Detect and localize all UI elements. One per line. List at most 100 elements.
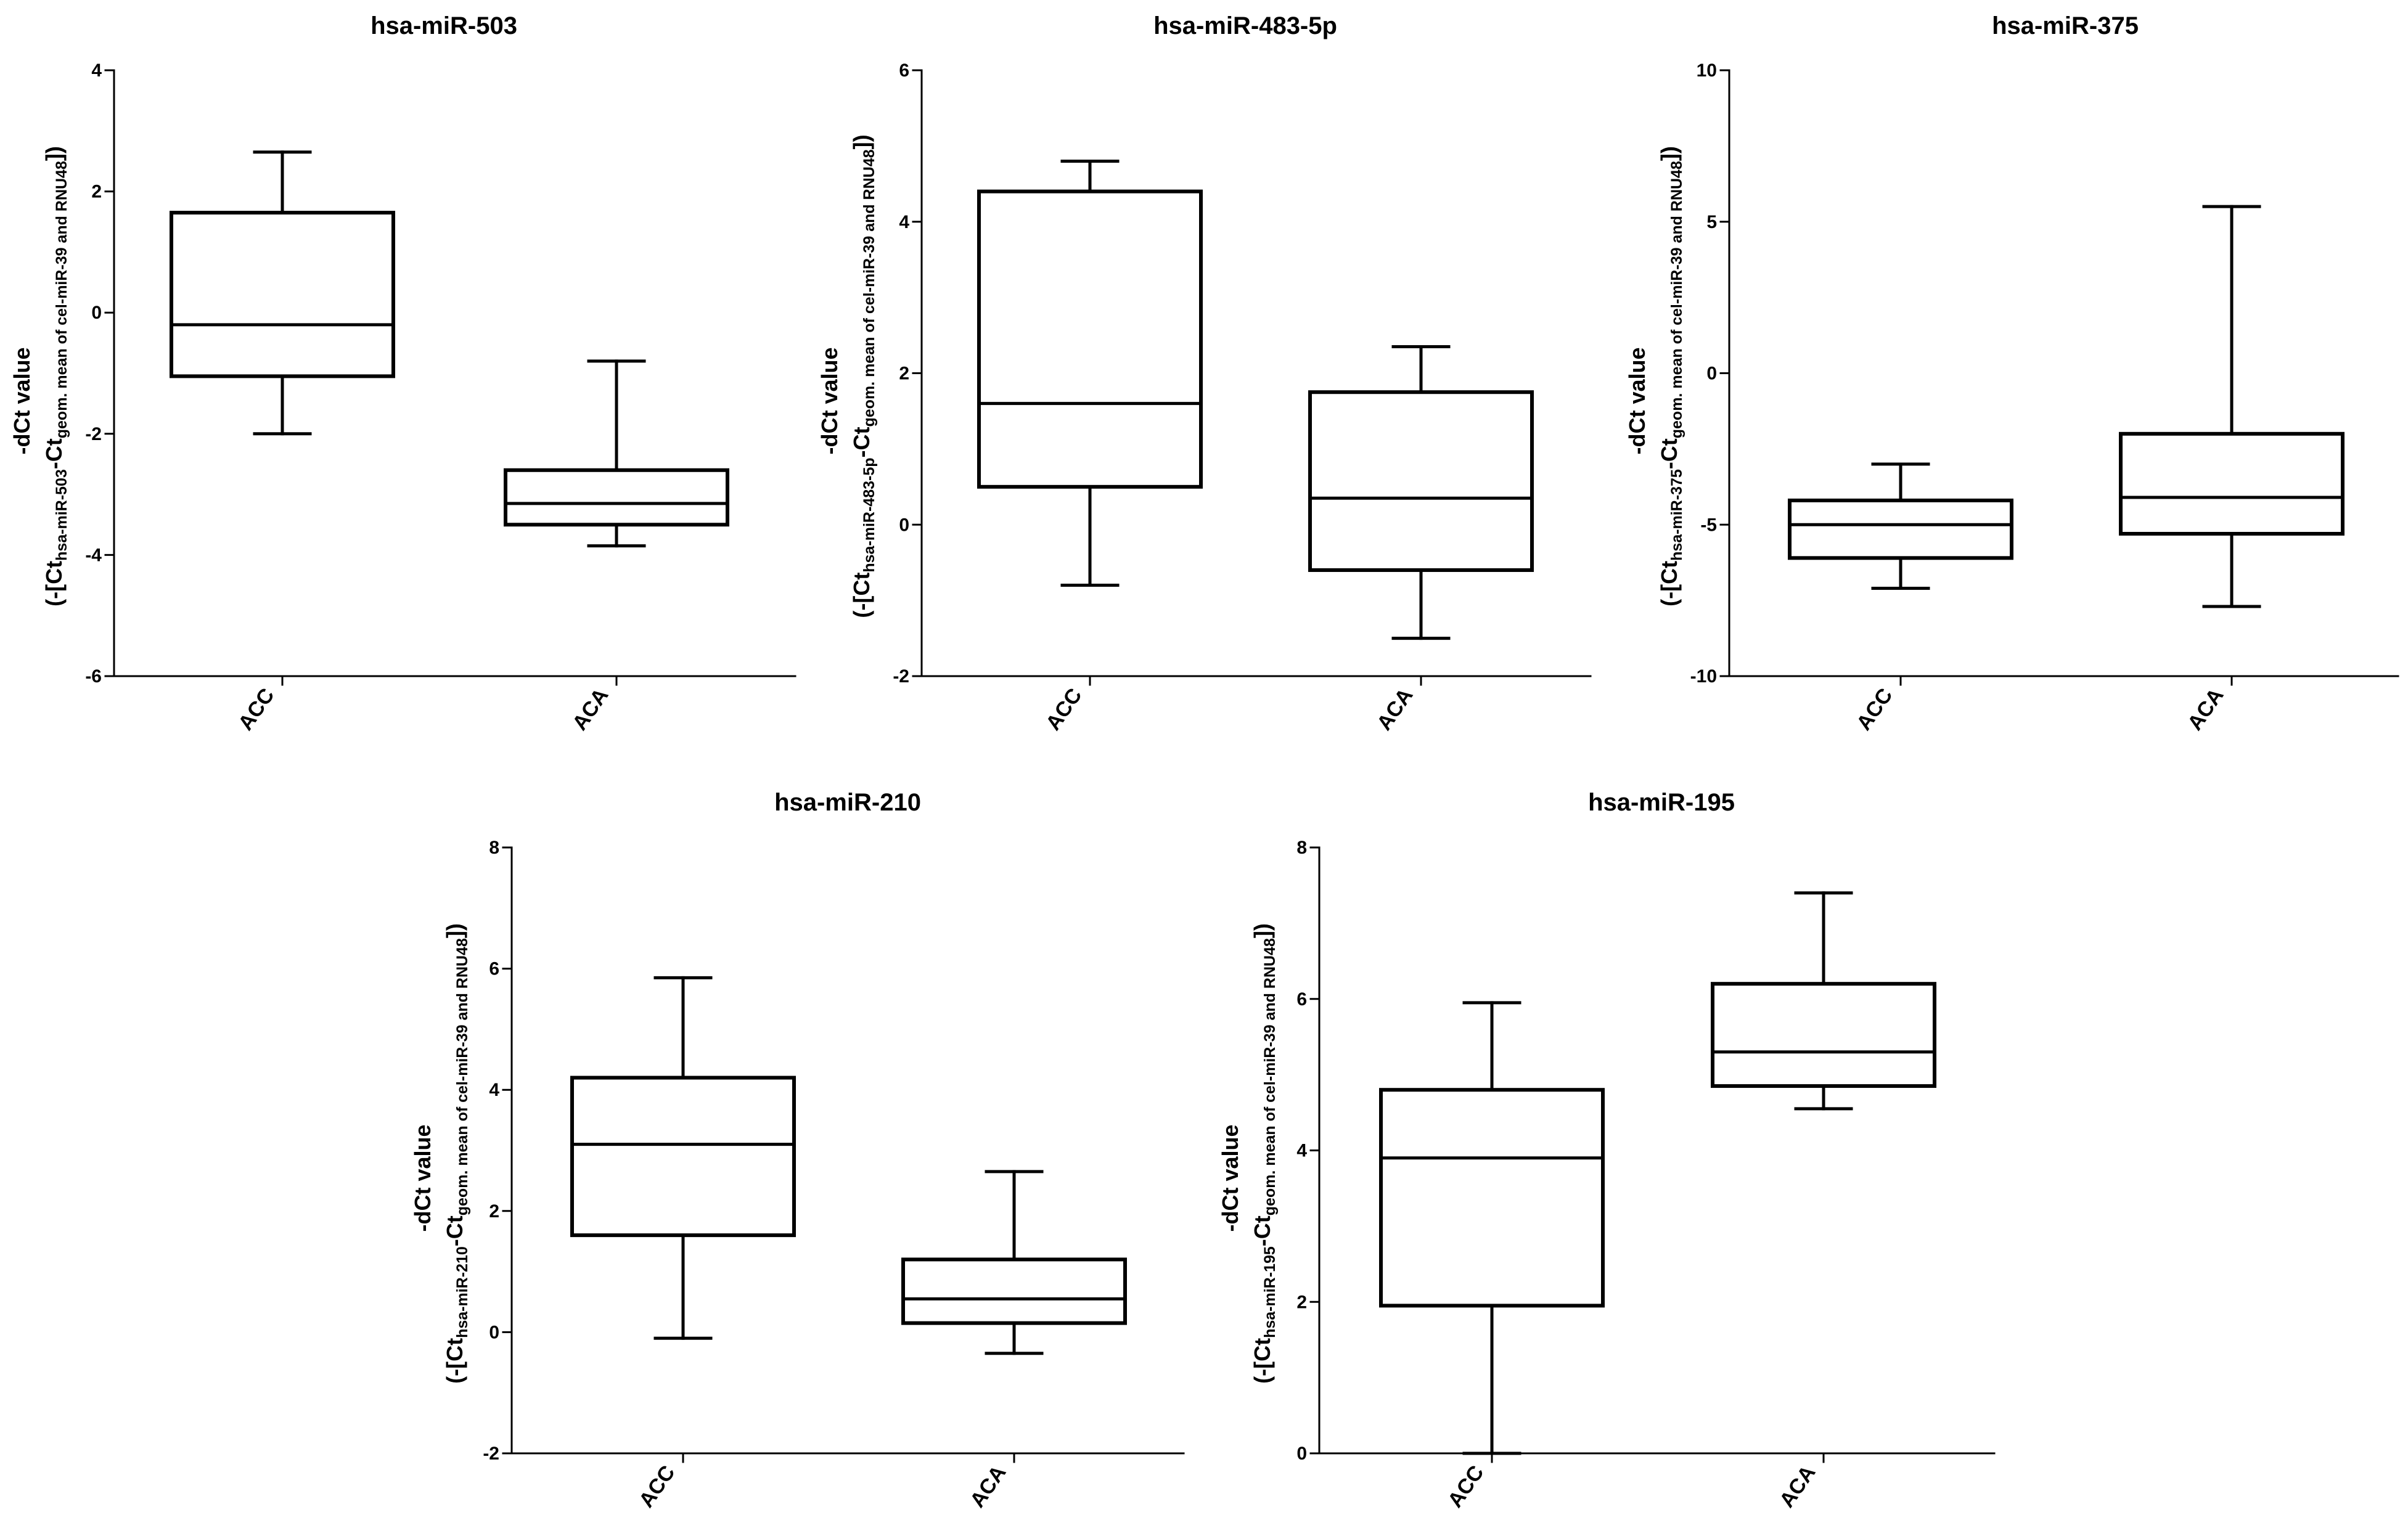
formula-subscript-mirna: hsa-miR-375 [1668,469,1685,561]
box-acc: ACC [1379,1001,1605,1512]
x-category-label: ACA [2183,684,2228,735]
y-tick-label: 6 [1296,989,1307,1010]
box-aca: ACA [1308,345,1534,735]
x-category-label: ACA [1372,684,1417,735]
y-tick-label: 0 [1296,1443,1307,1464]
y-axis-label: -dCt value [410,1124,435,1231]
y-tick-label: 0 [489,1322,499,1342]
y-tick-label: 6 [899,60,909,81]
formula-subscript-mirna: hsa-miR-483-5p [861,457,878,572]
formula-mid: -Ct [442,1215,467,1246]
y-tick-label: -2 [893,666,909,687]
iqr-box [2119,431,2345,536]
formula-suffix: ]) [41,146,67,161]
iqr-box [170,211,395,378]
y-tick-label: -6 [85,666,102,687]
y-tick-label: 5 [1706,212,1717,232]
y-axis-formula: (-[Cthsa-miR-375-Ctgeom. mean of cel-miR… [1657,146,1685,606]
formula-mid: -Ct [1657,438,1682,469]
formula-subscript-mirna: hsa-miR-210 [454,1246,471,1338]
formula-subscript-reference: geom. mean of cel-miR-39 and RNU48 [1668,161,1685,438]
y-axis-label: -dCt value [817,347,842,454]
y-axis-formula: (-[Cthsa-miR-210-Ctgeom. mean of cel-miR… [442,923,471,1384]
y-axis-formula: (-[Cthsa-miR-503-Ctgeom. mean of cel-miR… [41,146,70,606]
x-category-label: ACA [1775,1461,1820,1512]
y-axis-label: -dCt value [9,347,35,454]
y-tick-label: 0 [899,515,909,535]
formula-suffix: ]) [849,134,874,149]
formula-prefix: (-[Ct [1657,561,1682,606]
y-tick-label: -10 [1690,666,1717,687]
x-category-label: ACC [1852,684,1897,735]
chart-title: hsa-miR-195 [1588,789,1735,816]
y-axis-label: -dCt value [1624,347,1650,454]
formula-subscript-reference: geom. mean of cel-miR-39 and RNU48 [861,149,878,427]
box-aca: ACA [901,1170,1127,1512]
x-category-label: ACA [965,1461,1010,1512]
y-tick-label: 10 [1697,60,1717,81]
y-tick-label: 2 [91,182,102,202]
iqr-box [1711,982,1936,1088]
y-tick-label: 8 [1296,838,1307,858]
formula-suffix: ]) [442,923,467,938]
y-axis-formula: (-[Cthsa-miR-195-Ctgeom. mean of cel-miR… [1250,923,1279,1384]
y-tick-label: 2 [1296,1292,1307,1312]
formula-mid: -Ct [41,438,67,469]
x-category-label: ACC [1041,684,1086,735]
iqr-box [1379,1088,1605,1308]
formula-suffix: ]) [1250,923,1275,938]
iqr-box [1788,498,2013,560]
box-aca: ACA [2119,205,2345,735]
box-aca: ACA [1711,891,1936,1512]
y-tick-label: -2 [85,424,102,444]
iqr-box [1308,390,1534,572]
formula-subscript-reference: geom. mean of cel-miR-39 and RNU48 [53,161,70,438]
chart-title: hsa-miR-210 [774,789,921,816]
chart-title: hsa-miR-503 [371,12,517,39]
formula-mid: -Ct [849,427,874,457]
y-tick-label: 4 [899,212,909,232]
y-tick-label: -4 [85,545,102,565]
y-tick-label: 8 [489,838,499,858]
chart-title: hsa-miR-375 [1992,12,2139,39]
y-tick-label: 6 [489,959,499,979]
box-acc: ACC [170,150,395,735]
iqr-box [570,1076,796,1238]
formula-prefix: (-[Ct [1250,1338,1275,1384]
y-tick-label: 4 [1296,1141,1307,1161]
iqr-box [504,468,729,527]
y-axis-label: -dCt value [1218,1124,1243,1231]
x-category-label: ACC [234,684,279,735]
formula-suffix: ]) [1657,146,1682,161]
y-tick-label: 2 [899,364,909,384]
y-tick-label: 0 [1706,364,1717,384]
chart-title: hsa-miR-483-5p [1153,12,1337,39]
y-tick-label: 4 [489,1080,499,1100]
y-tick-label: -2 [483,1443,499,1464]
y-tick-label: -5 [1700,515,1717,535]
formula-prefix: (-[Ct [41,561,67,606]
box-acc: ACC [1788,462,2013,735]
box-acc: ACC [977,159,1203,735]
x-category-label: ACA [568,684,613,735]
box-aca: ACA [504,359,729,735]
y-tick-label: 2 [489,1201,499,1222]
formula-subscript-reference: geom. mean of cel-miR-39 and RNU48 [1261,938,1279,1215]
x-category-label: ACC [634,1461,679,1512]
iqr-box [901,1257,1127,1325]
formula-subscript-mirna: hsa-miR-195 [1261,1246,1279,1338]
x-category-label: ACC [1443,1461,1488,1512]
y-axis-formula: (-[Cthsa-miR-483-5p-Ctgeom. mean of cel-… [849,134,878,618]
y-tick-label: 4 [91,60,102,81]
formula-subscript-mirna: hsa-miR-503 [53,469,70,561]
box-acc: ACC [570,976,796,1512]
formula-prefix: (-[Ct [849,573,874,618]
formula-prefix: (-[Ct [442,1338,467,1384]
y-tick-label: 0 [91,303,102,323]
